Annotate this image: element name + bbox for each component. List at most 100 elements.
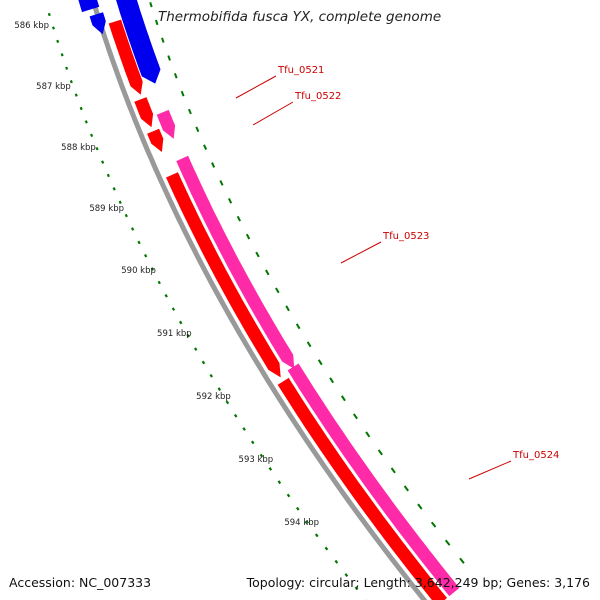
outer-tick [187,108,192,115]
gene-feature-tfu-0523 [176,155,295,369]
outer-tick [173,73,178,79]
outer-tick [180,90,185,97]
ruler-tick-label: 588 kbp [61,143,96,153]
gene-feature-red-long [277,377,447,600]
outer-tick [236,215,241,222]
gene-leader-line [468,460,512,480]
ruler-minor-tick [112,187,116,191]
ruler-minor-tick [90,133,94,137]
ruler-tick-label: 592 kbp [196,392,231,402]
outer-tick [154,19,159,26]
ruler-minor-tick [217,387,222,391]
ruler-minor-tick [314,533,319,538]
ruler-tick-label: 586 kbp [14,21,49,31]
ruler-tick-label: 591 kbp [157,329,192,339]
gene-feature-red-long [166,172,281,378]
ruler-minor-tick [305,520,309,524]
outer-tick [211,162,216,168]
ruler-minor-tick [324,546,329,551]
gene-label: Tfu_0523 [382,231,429,242]
ruler-minor-tick [60,53,64,57]
outer-tick [167,55,171,61]
outer-tick [275,287,280,294]
gene-label: Tfu_0521 [277,65,324,76]
gene-leader-line [235,75,277,99]
outer-tick [255,251,260,258]
ruler-minor-tick [164,293,168,298]
gene-feature-tfu-0524 [287,363,460,597]
ruler-minor-tick [250,440,255,445]
outer-tick-track [149,2,465,564]
genome-backbone [90,0,428,600]
outer-tick [195,126,200,133]
outer-tick [285,305,290,312]
outer-tick [203,144,208,151]
ruler-tick-label: 587 kbp [36,82,71,92]
genome-title: Thermobifida fusca YX, complete genome [158,9,442,25]
ruler-minor-tick [334,559,339,564]
outer-tick [403,485,410,492]
outer-tick [377,449,383,456]
ruler-minor-tick [101,160,105,164]
outer-tick [430,521,437,528]
ruler-tick-label: 594 kbp [284,518,319,528]
ruler-minor-tick [106,173,110,178]
ruler-minor-tick [157,280,161,285]
ruler-minor-tick [344,573,349,578]
outer-tick [390,467,396,474]
gene-feature-red [134,97,154,128]
outer-tick [444,539,451,546]
gene-feature-tfu-0522 [156,109,176,139]
outer-tick [265,269,270,276]
outer-tick [352,413,358,420]
ruler-minor-tick [118,200,122,205]
ruler-minor-tick [259,453,264,458]
ruler-minor-tick [74,93,78,97]
ruler-minor-tick [296,506,300,511]
ruler-minor-tick [225,400,230,405]
outer-tick [227,197,233,204]
genome-summary-text: Topology: circular; Length: 3,642,249 bp… [246,575,590,590]
accession-text: Accession: NC_007333 [9,575,152,590]
ruler-minor-tick [209,373,213,378]
gene-label: Tfu_0524 [512,450,559,461]
ruler-minor-tick [144,253,148,258]
ruler-minor-tick [150,267,154,271]
outer-tick [459,557,465,564]
ruler-tick-label: 590 kbp [121,266,156,276]
gene-leader-line [252,101,294,126]
ruler-minor-tick [47,12,51,17]
outer-tick [161,37,165,43]
ruler-minor-tick [95,146,99,151]
ruler-minor-tick [286,493,291,498]
gene-leader-line [340,241,382,264]
gene-label: Tfu_0522 [294,91,341,102]
ruler-minor-tick [171,307,176,311]
ruler-minor-tick [69,80,73,84]
outer-tick [149,2,153,8]
ruler-minor-tick [131,227,135,231]
outer-tick [219,180,224,186]
ruler-minor-tick [242,427,246,431]
ruler-minor-tick [194,347,198,351]
ruler-minor-tick [56,39,60,44]
gene-feature-reverse [116,0,161,84]
outer-tick [329,377,335,384]
outer-tick [295,323,301,330]
ruler-dot-track [47,12,367,600]
ruler-minor-tick [137,240,141,245]
ruler-minor-tick [354,586,359,591]
ruler-minor-tick [79,106,83,111]
ruler-tick-label: 593 kbp [239,455,274,465]
ruler-minor-tick [277,480,282,485]
ruler-minor-tick [124,213,128,218]
ruler-minor-tick [233,413,238,418]
outer-tick [365,431,371,438]
ruler-minor-tick [51,26,55,30]
ruler-minor-tick [186,333,190,338]
outer-tick [306,341,312,348]
gene-feature-red [147,128,164,152]
ruler-minor-tick [179,320,183,325]
